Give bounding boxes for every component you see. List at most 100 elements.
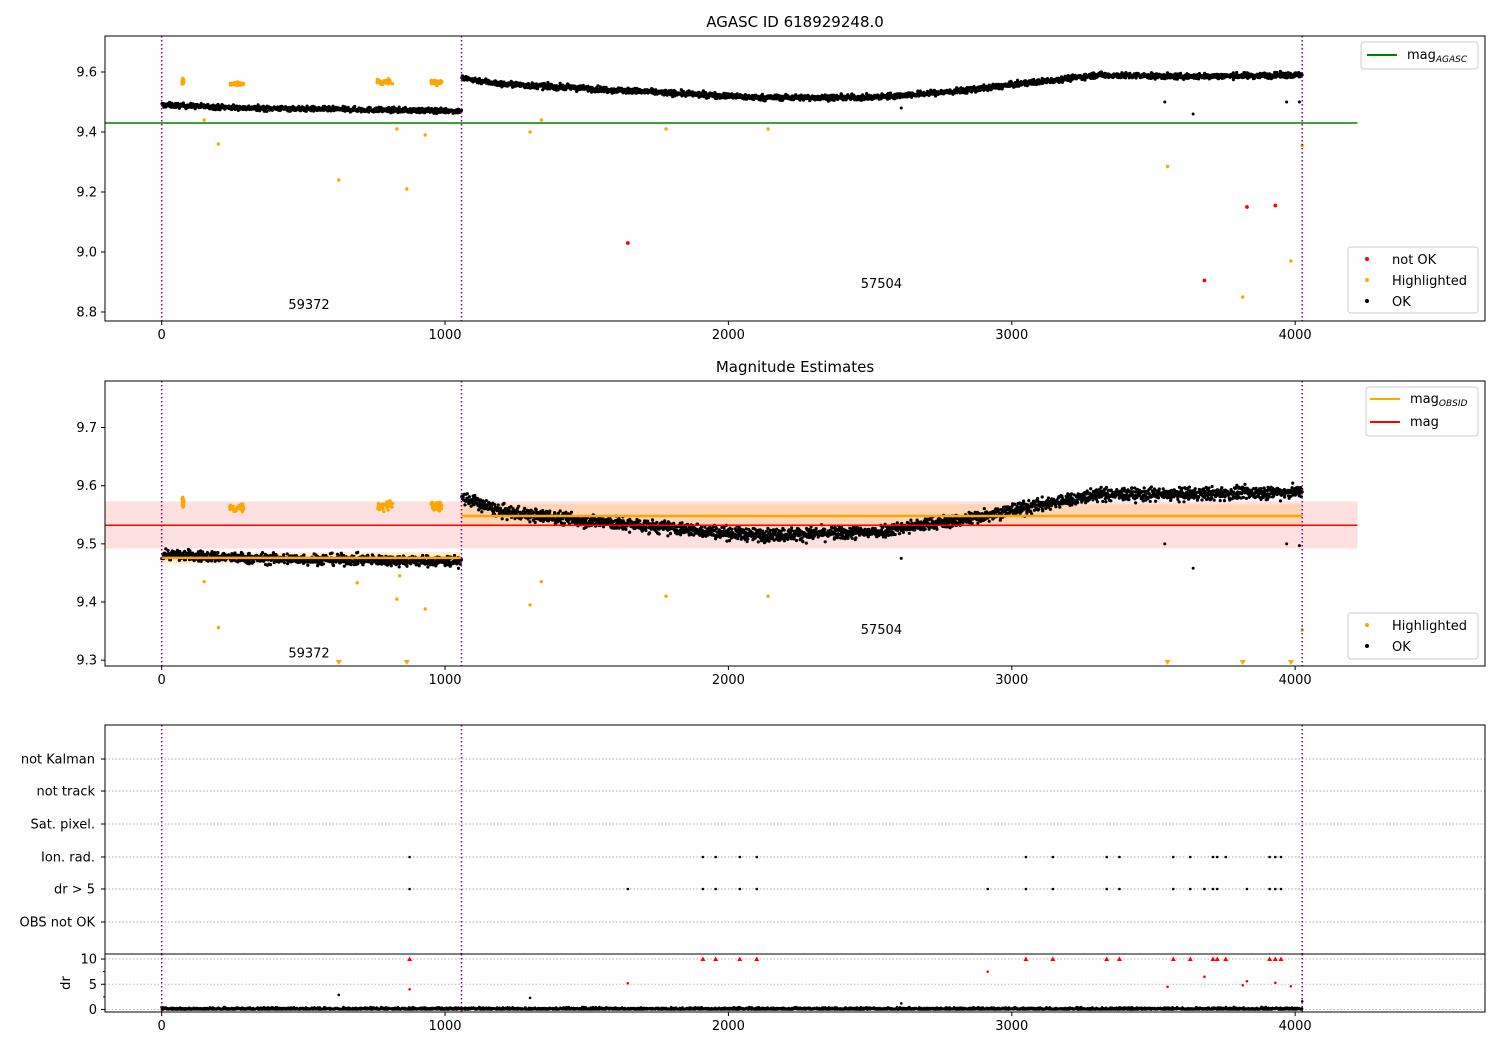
highlighted-point bbox=[216, 142, 221, 146]
highlighted-point bbox=[766, 127, 770, 131]
ion-rad-flag-point bbox=[1024, 855, 1028, 859]
ion-rad-flag-point bbox=[1279, 855, 1283, 859]
dr-red-point bbox=[986, 970, 989, 973]
ok-outlier-point bbox=[1163, 542, 1167, 546]
not-ok-point bbox=[1245, 205, 1249, 209]
panel2-ytick-label: 9.5 bbox=[76, 537, 97, 552]
dr-red-point bbox=[1289, 984, 1293, 988]
ion-rad-flag-point bbox=[738, 855, 742, 859]
dr5-flag-point bbox=[1274, 887, 1277, 891]
panel1-ytick-label: 9.2 bbox=[76, 186, 97, 201]
dr-red-point bbox=[408, 988, 411, 991]
ok-outlier-point bbox=[899, 556, 903, 560]
dr5-flag-point bbox=[408, 887, 411, 891]
dr-clipped-high-marker bbox=[1210, 956, 1216, 962]
clipped-low-marker bbox=[1239, 660, 1246, 665]
dr-clipped-high-marker bbox=[700, 956, 706, 962]
legend-swatch bbox=[1365, 257, 1369, 261]
highlighted-point bbox=[423, 607, 427, 611]
agasc-magnitude-panel: AGASC ID 618929248.0 59372 57504 0 1000 2000… bbox=[76, 13, 1486, 343]
dr-ylabel: dr bbox=[59, 976, 74, 990]
highlighted-cluster bbox=[376, 499, 395, 514]
legend-label: OK bbox=[1392, 640, 1411, 655]
dr-clipped-high-marker bbox=[1050, 956, 1056, 962]
ok-points-obs-0 bbox=[160, 100, 464, 116]
ok-points-obs-1 bbox=[460, 481, 1304, 545]
highlighted-point bbox=[395, 597, 399, 601]
magnitude-estimates-panel: Magnitude Estimates 59372 57504 0 1000 2000 3… bbox=[76, 358, 1486, 688]
panel2-xtick-label: 3000 bbox=[995, 673, 1028, 688]
legend-mag-agasc-subscript: AGASC bbox=[1435, 55, 1468, 65]
dr-clipped-high-marker bbox=[1187, 956, 1193, 962]
panel4-frame bbox=[104, 953, 1486, 1013]
dr5-flag-point bbox=[738, 887, 742, 891]
dr-red-point bbox=[1166, 985, 1169, 989]
ion-rad-flag-point bbox=[1171, 855, 1175, 859]
ion-rad-flag-point bbox=[1105, 855, 1109, 859]
highlighted-point bbox=[1165, 164, 1170, 169]
flag-label: OBS not OK bbox=[20, 916, 96, 931]
ion-rad-flag-point bbox=[714, 855, 717, 859]
highlighted-cluster bbox=[429, 500, 444, 513]
ion-rad-flag-point bbox=[701, 855, 705, 859]
panel1-xtick-label: 0 bbox=[158, 328, 166, 343]
panel1-ytick-label: 9.0 bbox=[76, 246, 97, 261]
highlighted-point bbox=[355, 581, 359, 585]
ion-rad-flag-point bbox=[408, 855, 411, 859]
flag-label: Sat. pixel. bbox=[31, 818, 95, 833]
highlighted-point bbox=[337, 178, 341, 182]
dr5-flag-point bbox=[1024, 887, 1028, 891]
panel1-ytick-label: 9.4 bbox=[76, 126, 97, 141]
panel2-xtick-label: 0 bbox=[158, 673, 166, 688]
panel2-xtick-label: 2000 bbox=[712, 673, 745, 688]
legend-line-subscript: OBSID bbox=[1439, 399, 1468, 409]
highlighted-point bbox=[202, 118, 206, 122]
dr-panel: 0 1000 2000 3000 4000 0 5 10 dr bbox=[59, 953, 1486, 1034]
dr-red-point bbox=[1241, 983, 1245, 987]
highlighted-cluster bbox=[180, 495, 186, 509]
dr5-flag-point bbox=[1171, 887, 1175, 891]
ok-outlier-point bbox=[1285, 100, 1289, 104]
clipped-low-marker bbox=[403, 660, 410, 665]
dr-clipped-high-marker bbox=[1267, 956, 1273, 962]
ok-outlier-point bbox=[899, 106, 903, 110]
dr-red-point bbox=[1203, 975, 1206, 978]
obsid-label: 57504 bbox=[861, 277, 902, 292]
panel1-ytick-label: 9.6 bbox=[76, 66, 97, 81]
highlighted-cluster bbox=[429, 78, 444, 88]
highlighted-point bbox=[423, 133, 427, 137]
legend-swatch bbox=[1365, 278, 1369, 282]
dr5-flag-point bbox=[1268, 887, 1271, 891]
dr5-flag-point bbox=[1279, 887, 1283, 891]
not-ok-point bbox=[1273, 203, 1278, 208]
not-ok-point bbox=[1202, 278, 1207, 283]
flags-panel: not Kalman not track Sat. pixel. Ion. rad. d… bbox=[20, 724, 1486, 955]
flag-label: not track bbox=[36, 785, 95, 800]
obsid-label: 59372 bbox=[288, 298, 329, 313]
highlighted-cluster bbox=[180, 76, 186, 86]
panel1-xtick-label: 3000 bbox=[995, 328, 1028, 343]
highlighted-cluster bbox=[375, 77, 395, 87]
ion-rad-flag-point bbox=[1224, 855, 1228, 859]
panel2-ytick-label: 9.7 bbox=[76, 421, 97, 436]
legend-label: OK bbox=[1392, 295, 1411, 310]
highlighted-point bbox=[405, 187, 409, 191]
clipped-low-marker bbox=[335, 660, 342, 665]
obsid-label: 59372 bbox=[288, 646, 329, 661]
highlighted-cluster bbox=[228, 502, 246, 514]
not-ok-point bbox=[625, 241, 630, 245]
legend-swatch bbox=[1365, 644, 1369, 648]
highlighted-point bbox=[528, 603, 532, 607]
panel2-xtick-label: 4000 bbox=[1279, 673, 1312, 688]
panel2-xtick-label: 1000 bbox=[428, 673, 461, 688]
highlighted-point bbox=[664, 127, 668, 131]
dr-clipped-high-marker bbox=[1023, 956, 1029, 962]
panel4-xtick-label: 0 bbox=[158, 1019, 166, 1034]
dr-red-point bbox=[1274, 981, 1277, 985]
dr5-flag-point bbox=[1203, 887, 1206, 891]
ok-outlier-point bbox=[1285, 542, 1289, 546]
legend-label: not OK bbox=[1392, 253, 1437, 268]
dr5-flag-point bbox=[701, 887, 705, 891]
ion-rad-flag-point bbox=[1188, 855, 1192, 859]
dr5-flag-point bbox=[1051, 887, 1055, 891]
